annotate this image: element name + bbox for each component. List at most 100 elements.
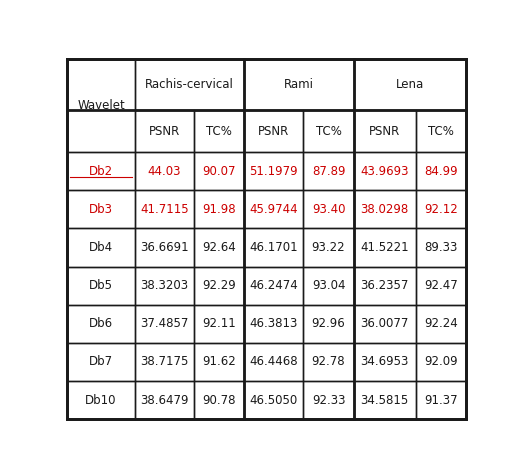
Bar: [135, 228, 194, 266]
Text: 92.33: 92.33: [312, 394, 345, 407]
Bar: [416, 152, 466, 190]
Text: 46.5050: 46.5050: [250, 394, 298, 407]
Text: PSNR: PSNR: [149, 124, 180, 138]
Bar: [135, 305, 194, 343]
Bar: [244, 305, 304, 343]
Text: PSNR: PSNR: [369, 124, 400, 138]
Text: 41.5221: 41.5221: [360, 241, 409, 254]
Text: 46.1701: 46.1701: [250, 241, 298, 254]
Bar: [194, 190, 244, 228]
Text: 51.1979: 51.1979: [250, 165, 298, 178]
Bar: [67, 381, 135, 419]
Bar: [244, 190, 304, 228]
Bar: [354, 343, 416, 381]
Bar: [304, 305, 354, 343]
Text: 34.5815: 34.5815: [360, 394, 409, 407]
Text: 89.33: 89.33: [424, 241, 458, 254]
Text: TC%: TC%: [206, 124, 232, 138]
Bar: [67, 190, 135, 228]
Bar: [67, 343, 135, 381]
Bar: [416, 305, 466, 343]
Bar: [416, 110, 466, 152]
Text: PSNR: PSNR: [258, 124, 290, 138]
Bar: [304, 190, 354, 228]
Bar: [416, 190, 466, 228]
Text: 36.6691: 36.6691: [140, 241, 189, 254]
Bar: [135, 59, 244, 110]
Bar: [354, 266, 416, 305]
Text: 84.99: 84.99: [424, 165, 458, 178]
Text: 92.11: 92.11: [202, 317, 236, 330]
Bar: [135, 110, 194, 152]
Text: 93.04: 93.04: [312, 279, 345, 292]
Bar: [304, 343, 354, 381]
Bar: [304, 228, 354, 266]
Text: 92.09: 92.09: [424, 355, 458, 368]
Text: 46.3813: 46.3813: [250, 317, 298, 330]
Bar: [67, 305, 135, 343]
Text: 34.6953: 34.6953: [360, 355, 409, 368]
Text: TC%: TC%: [428, 124, 454, 138]
Text: 43.9693: 43.9693: [360, 165, 409, 178]
Bar: [244, 266, 304, 305]
Bar: [304, 110, 354, 152]
Text: 38.0298: 38.0298: [360, 203, 409, 216]
Bar: [135, 152, 194, 190]
Text: 38.7175: 38.7175: [140, 355, 189, 368]
Text: TC%: TC%: [316, 124, 342, 138]
Text: 36.0077: 36.0077: [360, 317, 409, 330]
Bar: [135, 381, 194, 419]
Bar: [194, 381, 244, 419]
Bar: [135, 343, 194, 381]
Text: 38.3203: 38.3203: [140, 279, 189, 292]
Bar: [354, 305, 416, 343]
Text: Db6: Db6: [89, 317, 113, 330]
Text: Rami: Rami: [284, 78, 314, 91]
Bar: [194, 228, 244, 266]
Text: 91.62: 91.62: [202, 355, 236, 368]
Bar: [67, 59, 135, 152]
Bar: [354, 110, 416, 152]
Text: 41.7115: 41.7115: [140, 203, 189, 216]
Bar: [194, 110, 244, 152]
Text: 91.98: 91.98: [202, 203, 236, 216]
Bar: [304, 381, 354, 419]
Bar: [135, 190, 194, 228]
Text: 92.47: 92.47: [424, 279, 458, 292]
Bar: [244, 343, 304, 381]
Bar: [354, 59, 466, 110]
Bar: [67, 266, 135, 305]
Bar: [67, 228, 135, 266]
Text: Wavelet: Wavelet: [77, 99, 125, 112]
Bar: [416, 228, 466, 266]
Bar: [354, 381, 416, 419]
Text: Db5: Db5: [89, 279, 113, 292]
Text: 92.29: 92.29: [202, 279, 236, 292]
Text: Db2: Db2: [89, 165, 113, 178]
Text: 37.4857: 37.4857: [140, 317, 189, 330]
Text: 92.12: 92.12: [424, 203, 458, 216]
Text: 90.78: 90.78: [202, 394, 236, 407]
Bar: [304, 266, 354, 305]
Text: 90.07: 90.07: [202, 165, 236, 178]
Text: 36.2357: 36.2357: [360, 279, 409, 292]
Text: Db3: Db3: [89, 203, 113, 216]
Text: 87.89: 87.89: [312, 165, 345, 178]
Bar: [244, 228, 304, 266]
Bar: [194, 305, 244, 343]
Text: Rachis-cervical: Rachis-cervical: [145, 78, 234, 91]
Text: 91.37: 91.37: [424, 394, 458, 407]
Bar: [244, 59, 354, 110]
Text: 93.40: 93.40: [312, 203, 345, 216]
Bar: [194, 266, 244, 305]
Text: 93.22: 93.22: [312, 241, 345, 254]
Text: 46.4468: 46.4468: [250, 355, 298, 368]
Bar: [416, 343, 466, 381]
Text: 92.64: 92.64: [202, 241, 236, 254]
Bar: [354, 152, 416, 190]
Bar: [244, 381, 304, 419]
Text: Db10: Db10: [85, 394, 117, 407]
Text: Lena: Lena: [396, 78, 424, 91]
Text: 92.78: 92.78: [312, 355, 345, 368]
Bar: [67, 152, 135, 190]
